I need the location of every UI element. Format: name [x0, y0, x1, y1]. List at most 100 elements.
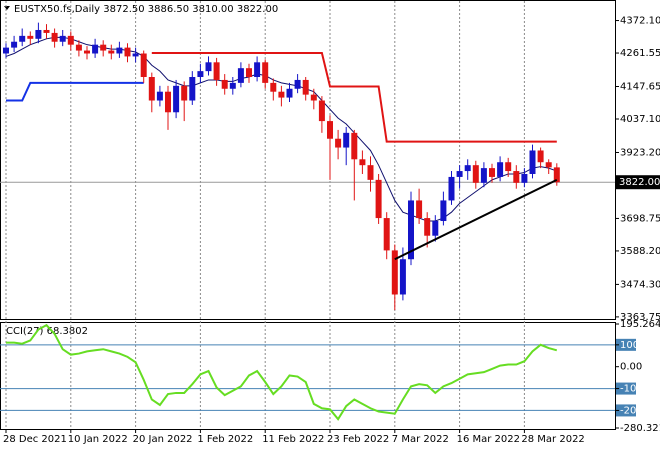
y-tick-label: 3588.20 [620, 246, 660, 257]
candle-body [545, 162, 552, 168]
candle-body [432, 221, 439, 236]
candle-body [302, 79, 309, 95]
level-box [616, 338, 636, 351]
candle-body [43, 29, 50, 33]
x-tick-label: 11 Feb 2022 [262, 434, 324, 445]
y-tick-label: -200 [620, 405, 643, 416]
candle-body [197, 71, 204, 78]
cci-title: CCI(27) 68.3802 [6, 326, 88, 337]
y-tick-label: 3363.75 [620, 312, 660, 323]
candle-body [181, 85, 188, 101]
candle-body [108, 50, 115, 54]
x-tick-label: 20 Jan 2022 [133, 434, 193, 445]
y-tick-label: 4147.65 [620, 82, 660, 93]
y-tick-label: 195.2642 [620, 319, 660, 330]
candle-body [254, 62, 261, 78]
candle-body [59, 35, 66, 42]
y-tick-label: 100 [620, 340, 639, 351]
candle-body [375, 179, 382, 219]
trendline [394, 178, 558, 261]
candle-body [424, 218, 431, 236]
candle-body [27, 35, 34, 39]
indicator-line [6, 81, 144, 102]
candle-body [140, 53, 147, 78]
candle-body [440, 200, 447, 222]
candle-body [367, 165, 374, 180]
x-tick-label: 10 Jan 2022 [68, 434, 128, 445]
candle-body [318, 100, 325, 122]
y-tick-label: 3923.20 [620, 147, 660, 158]
x-tick-label: 23 Feb 2022 [327, 434, 389, 445]
current-price-box [616, 175, 660, 190]
candle-body [67, 35, 74, 45]
candle-body [116, 47, 123, 54]
level-box [616, 404, 636, 417]
candle-body [286, 88, 293, 98]
candle-body [124, 47, 131, 57]
y-tick-label: 4261.55 [620, 48, 660, 59]
candle-body [513, 171, 520, 183]
candle-body [221, 79, 228, 89]
candle-body [464, 165, 471, 172]
candle-body [246, 68, 252, 78]
candle-body [505, 162, 512, 172]
candle-body [229, 82, 236, 89]
cci-line [6, 323, 558, 421]
x-tick-label: 1 Feb 2022 [197, 434, 253, 445]
candle-body [100, 44, 107, 51]
candle-body [75, 44, 82, 51]
candle-body [19, 35, 26, 42]
candle-body [391, 250, 398, 295]
candle-body [327, 121, 333, 139]
candle-body [351, 132, 358, 160]
candle-body [132, 53, 139, 57]
candle-body [399, 259, 406, 295]
chart-title: EUSTX50.fs,Daily 3872.50 3886.50 3810.00… [14, 4, 278, 15]
candle-body [294, 79, 301, 89]
candle-body [51, 32, 58, 42]
candle-body [480, 168, 487, 183]
candle-body [173, 85, 180, 113]
y-tick-label: 3698.75 [620, 213, 660, 224]
candle-body [553, 167, 560, 183]
indicator-line [151, 52, 557, 143]
candle-body [343, 132, 350, 148]
candle-body [310, 94, 317, 101]
candle-body [262, 62, 269, 83]
cci-pane [0, 322, 616, 430]
candle-body [3, 47, 9, 54]
candle-body [416, 200, 423, 219]
candle-body [489, 168, 495, 177]
x-tick-label: 28 Dec 2021 [3, 434, 67, 445]
level-box [616, 382, 636, 395]
candle-body [35, 29, 42, 39]
candle-body [278, 91, 285, 98]
x-tick-label: 7 Mar 2022 [392, 434, 449, 445]
candle-body [497, 162, 504, 177]
candle-body [213, 62, 220, 80]
candle-body [189, 77, 196, 101]
candle-body [165, 91, 171, 113]
y-tick-label: 0.00 [620, 362, 642, 373]
candle-body [359, 159, 366, 166]
candle-body [335, 138, 342, 148]
candle-body [529, 150, 536, 174]
candle-body [237, 68, 244, 83]
candle-body [383, 218, 390, 251]
candle-body [448, 176, 455, 201]
candle-body [84, 50, 90, 54]
x-tick-label: 28 Mar 2022 [521, 434, 584, 445]
y-tick-label: 3474.30 [620, 279, 660, 290]
y-tick-label: 4037.10 [620, 114, 660, 125]
y-tick-label: -100 [620, 384, 643, 395]
y-tick-label: 4372.10 [620, 16, 660, 27]
candle-body [205, 62, 212, 72]
candle-body [92, 44, 99, 54]
candle-body [11, 41, 18, 48]
candle-body [472, 165, 479, 183]
candle-body [408, 200, 414, 260]
candle-body [270, 82, 277, 92]
current-price-label: 3822.00 [619, 177, 660, 188]
